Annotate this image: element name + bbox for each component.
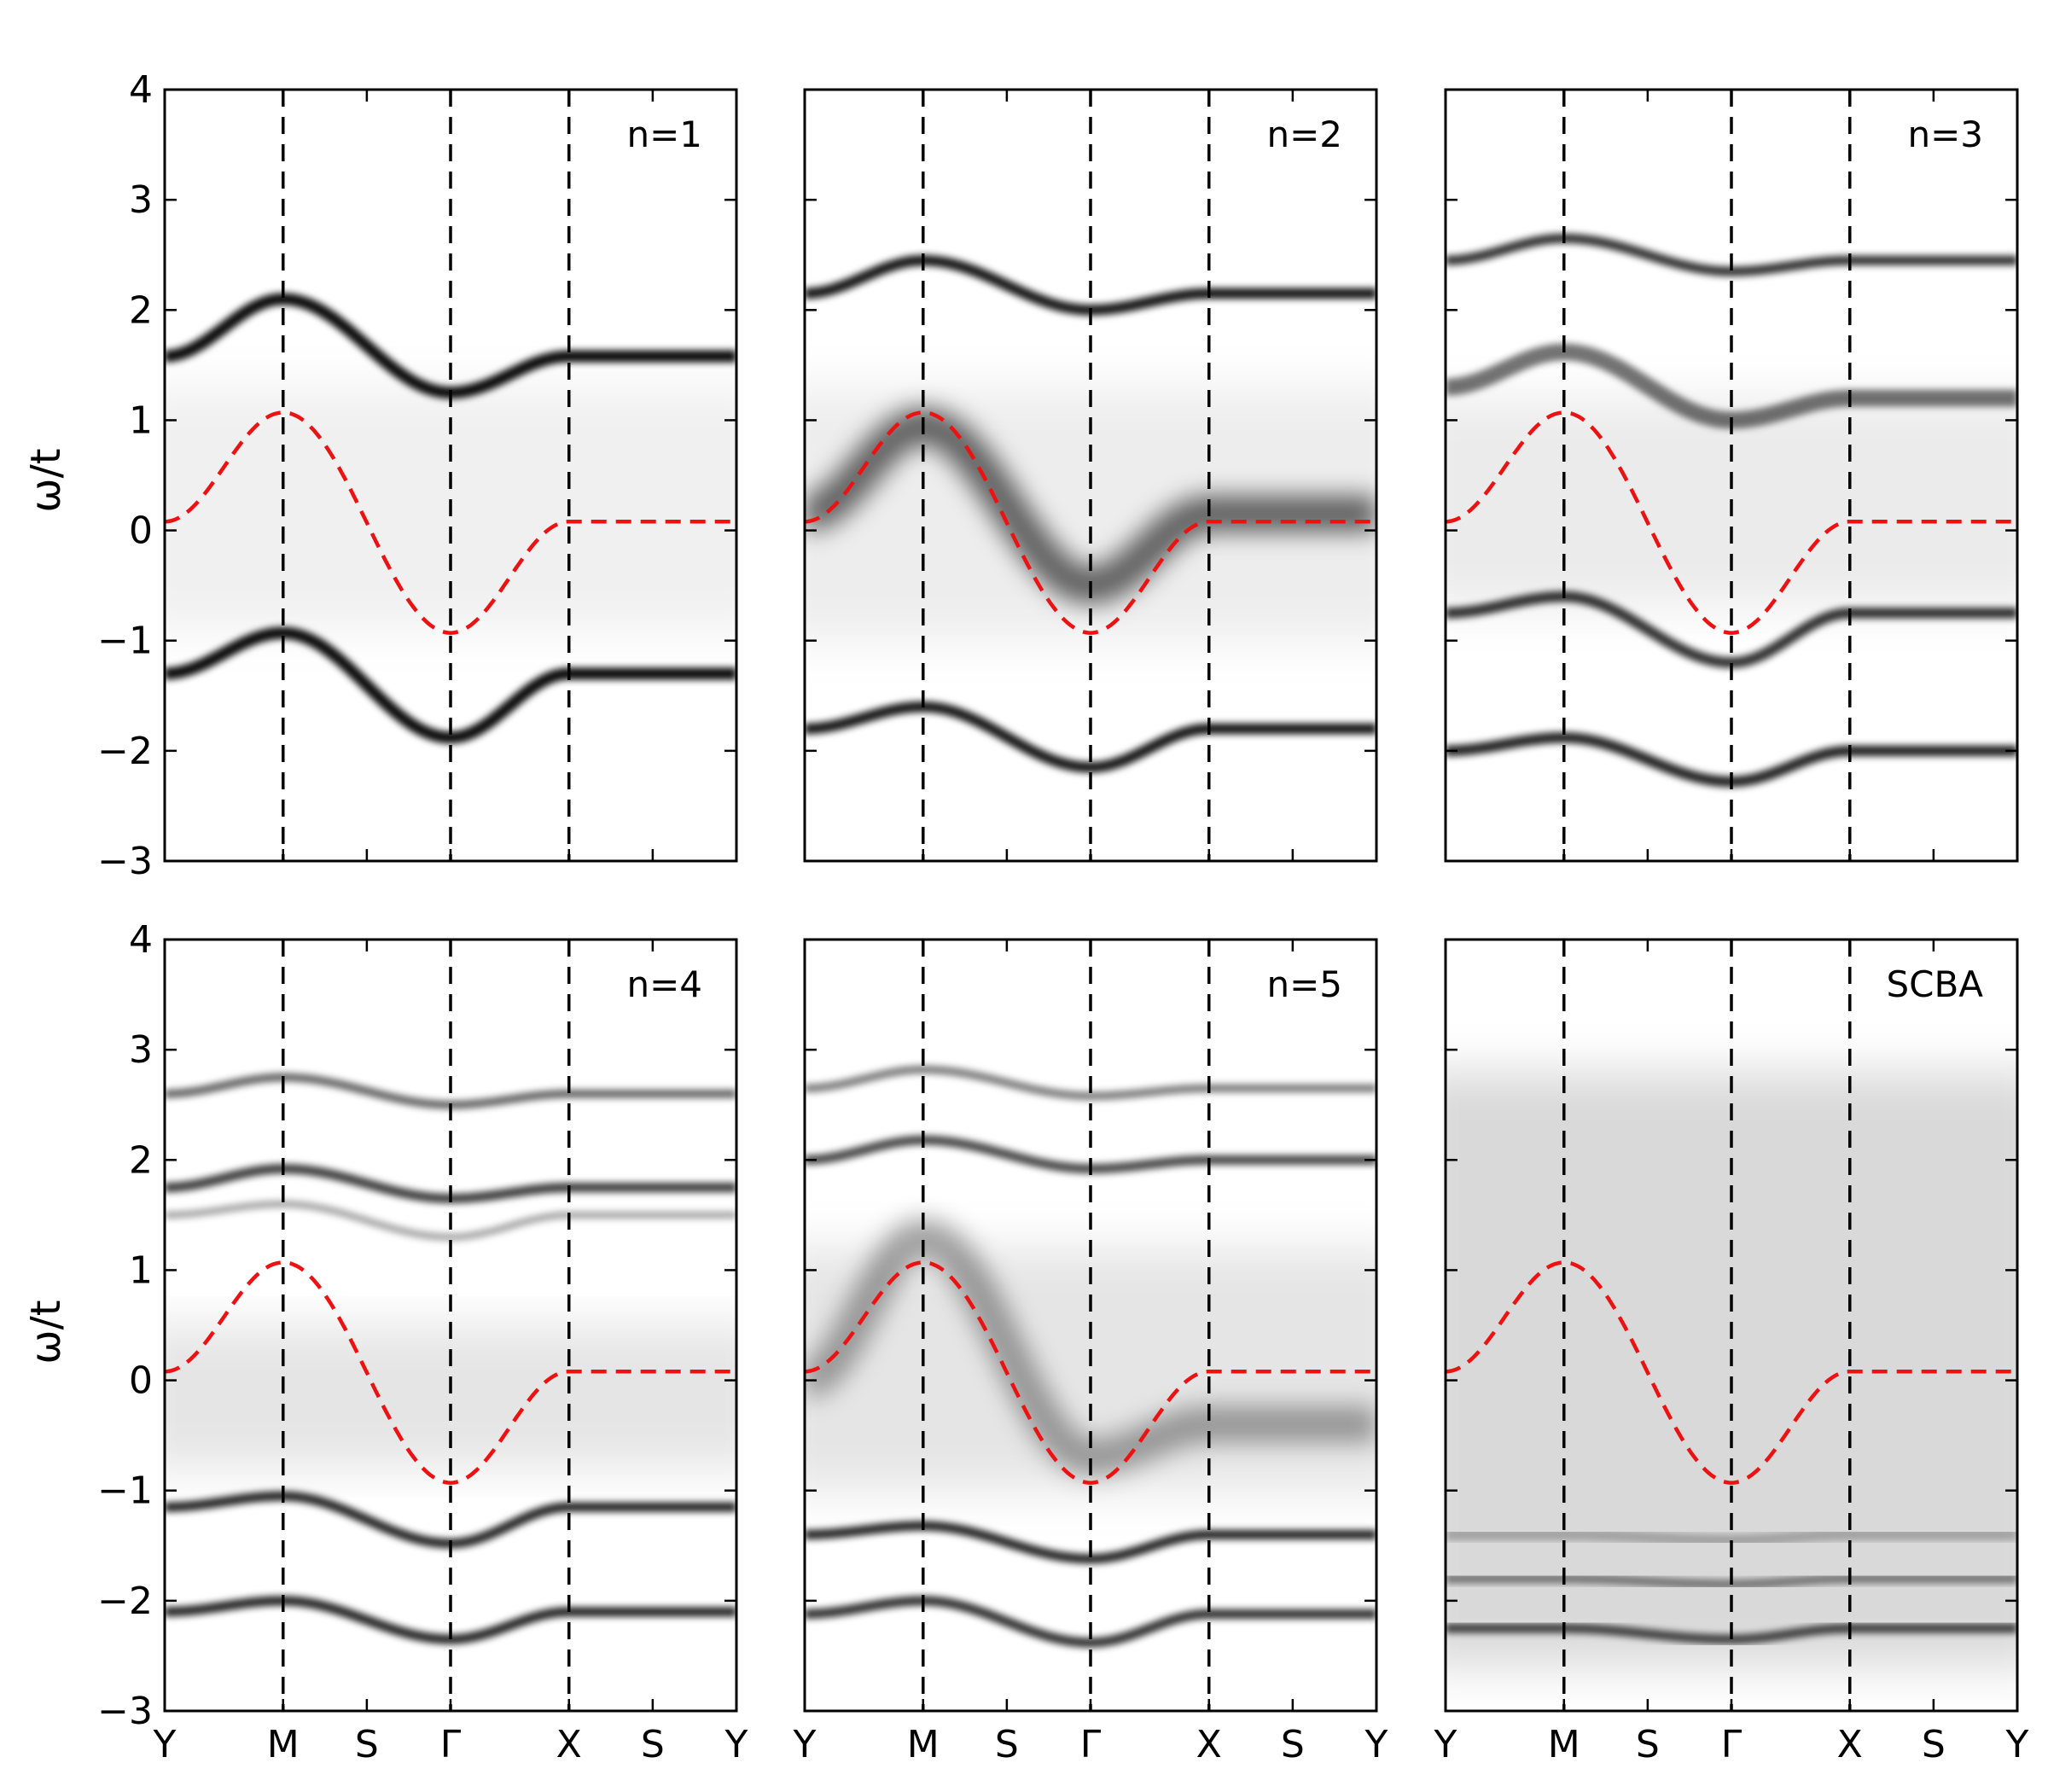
k-point-label: Y bbox=[153, 1723, 177, 1766]
panel-n5: Y M S Γ X S Yn=5 bbox=[793, 938, 1388, 1766]
y-tick-label: −2 bbox=[97, 1580, 153, 1623]
k-point-label: M bbox=[1548, 1723, 1580, 1766]
y-tick-label: 2 bbox=[129, 1138, 153, 1182]
y-tick-label: −3 bbox=[97, 1690, 153, 1733]
band-3 bbox=[165, 1200, 736, 1241]
k-point-label: Γ bbox=[440, 1723, 462, 1766]
k-point-label: Y bbox=[724, 1723, 748, 1766]
k-point-label: Γ bbox=[1721, 1723, 1743, 1766]
y-tick-label: 3 bbox=[129, 178, 153, 222]
bare-dispersion-line bbox=[805, 410, 1376, 635]
y-axis-label-top: ω/t bbox=[22, 448, 70, 512]
k-point-label: Y bbox=[2005, 1723, 2029, 1766]
k-point-label: Γ bbox=[1080, 1723, 1102, 1766]
band-3 bbox=[805, 701, 1376, 773]
y-tick-label: −2 bbox=[97, 730, 153, 773]
bare-dispersion-line bbox=[165, 410, 736, 635]
y-tick-label: 0 bbox=[129, 1359, 153, 1403]
band-3 bbox=[805, 1219, 1376, 1476]
y-tick-label: −3 bbox=[97, 840, 153, 883]
y-axis-label-bottom: ω/t bbox=[22, 1300, 70, 1364]
panel-n3: n=3 bbox=[1444, 88, 2019, 863]
y-tick-label: −1 bbox=[97, 1469, 153, 1513]
panel-label: n=2 bbox=[1266, 113, 1342, 155]
y-tick-label: −1 bbox=[97, 620, 153, 663]
band-4 bbox=[805, 1521, 1376, 1564]
y-tick-label: 2 bbox=[129, 288, 153, 332]
bare-dispersion-line bbox=[805, 1260, 1376, 1485]
panel-scba: Y M S Γ X S Y SCBA bbox=[1434, 938, 2029, 1766]
k-point-label: S bbox=[1922, 1723, 1946, 1766]
k-point-label: M bbox=[907, 1723, 940, 1766]
panel-label: SCBA bbox=[1886, 963, 1983, 1005]
band-5 bbox=[805, 1596, 1376, 1648]
y-tick-label: 3 bbox=[129, 1028, 153, 1072]
y-axis-labels: ω/t ω/t bbox=[22, 448, 70, 1364]
y-tick-label: 4 bbox=[129, 68, 153, 112]
bare-dispersion-line bbox=[165, 1260, 736, 1485]
band-1 bbox=[1446, 233, 2017, 276]
band-2 bbox=[165, 626, 736, 744]
k-point-label: M bbox=[267, 1723, 300, 1766]
y-tick-label: 0 bbox=[129, 509, 153, 553]
bare-dispersion-line bbox=[1446, 1260, 2017, 1485]
k-point-label: S bbox=[641, 1723, 665, 1766]
panel-n1: 4 3 2 1 0 −1 −2 −3 n=1 bbox=[97, 68, 738, 883]
panel-label: n=1 bbox=[626, 113, 702, 155]
panel-label: n=4 bbox=[626, 963, 702, 1005]
k-point-label: S bbox=[1281, 1723, 1305, 1766]
band-5 bbox=[165, 1596, 736, 1644]
k-point-label: X bbox=[1196, 1723, 1222, 1766]
band-3 bbox=[1446, 1528, 2017, 1546]
k-point-label: S bbox=[1636, 1723, 1660, 1766]
panel-intensity bbox=[805, 1065, 1376, 1648]
k-point-label: Y bbox=[1364, 1723, 1388, 1766]
y-tick-label: 1 bbox=[129, 1248, 153, 1292]
diffuse-intensity bbox=[1446, 398, 2017, 608]
k-point-label: S bbox=[355, 1723, 379, 1766]
panel-intensity bbox=[1446, 1071, 2017, 1667]
band-3 bbox=[1446, 591, 2017, 668]
panel-label: n=5 bbox=[1266, 963, 1342, 1005]
band-1 bbox=[805, 1065, 1376, 1101]
y-tick-label: 1 bbox=[129, 399, 153, 442]
y-tick-label: 4 bbox=[129, 918, 153, 962]
bare-dispersion-line bbox=[1446, 410, 2017, 635]
panel-label: n=3 bbox=[1907, 113, 1983, 155]
k-point-label: S bbox=[995, 1723, 1019, 1766]
k-point-label: X bbox=[1837, 1723, 1863, 1766]
panel-n2: n=2 bbox=[803, 88, 1378, 863]
k-point-label: X bbox=[556, 1723, 582, 1766]
k-point-label: Y bbox=[793, 1723, 817, 1766]
k-point-label: Y bbox=[1434, 1723, 1457, 1766]
panel-intensity bbox=[1446, 233, 2017, 788]
band-1 bbox=[1446, 1623, 2017, 1644]
